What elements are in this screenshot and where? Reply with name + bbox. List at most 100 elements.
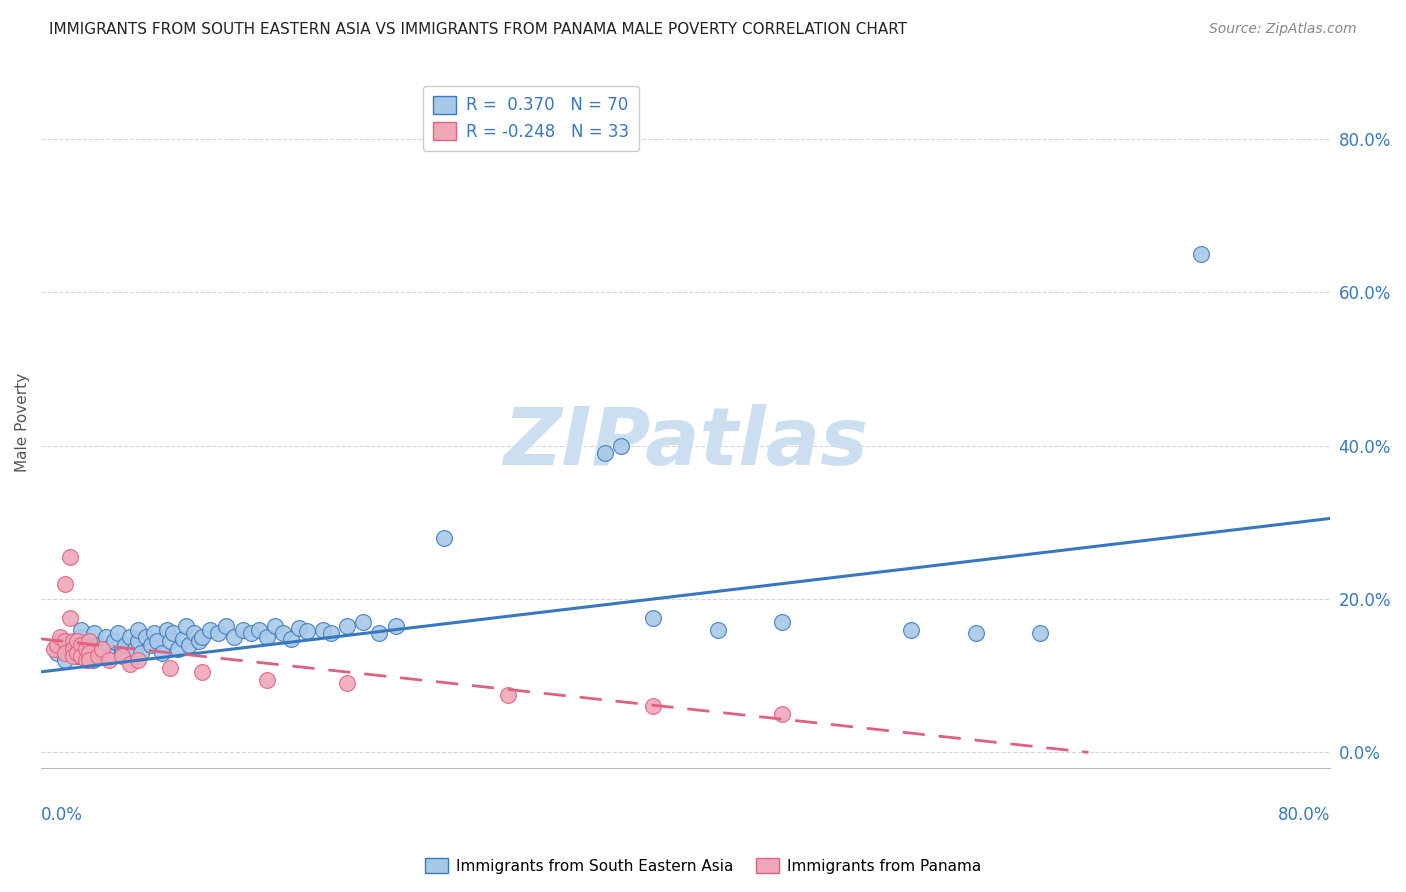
Point xyxy=(135,630,157,644)
Point xyxy=(256,630,278,644)
Point xyxy=(215,619,238,633)
Point xyxy=(62,634,84,648)
Point xyxy=(75,646,97,660)
Point xyxy=(59,641,82,656)
Point xyxy=(280,632,302,646)
Text: IMMIGRANTS FROM SOUTH EASTERN ASIA VS IMMIGRANTS FROM PANAMA MALE POVERTY CORREL: IMMIGRANTS FROM SOUTH EASTERN ASIA VS IM… xyxy=(49,22,907,37)
Point xyxy=(188,634,211,648)
Point xyxy=(118,630,141,644)
Point xyxy=(65,646,87,660)
Point xyxy=(593,446,616,460)
Point xyxy=(159,661,181,675)
Point xyxy=(111,646,134,660)
Point xyxy=(91,646,114,660)
Point xyxy=(498,688,520,702)
Point xyxy=(59,611,82,625)
Point xyxy=(231,623,253,637)
Y-axis label: Male Poverty: Male Poverty xyxy=(15,373,30,472)
Text: Source: ZipAtlas.com: Source: ZipAtlas.com xyxy=(1209,22,1357,37)
Point xyxy=(49,630,72,644)
Point xyxy=(770,706,793,721)
Point xyxy=(94,641,117,656)
Point xyxy=(42,641,65,656)
Point xyxy=(643,611,665,625)
Point xyxy=(124,641,146,656)
Point xyxy=(900,623,922,637)
Point xyxy=(79,634,101,648)
Point xyxy=(49,634,72,648)
Point xyxy=(1029,626,1052,640)
Text: 0.0%: 0.0% xyxy=(41,805,83,823)
Legend: R =  0.370   N = 70, R = -0.248   N = 33: R = 0.370 N = 70, R = -0.248 N = 33 xyxy=(423,86,640,151)
Point xyxy=(82,653,104,667)
Point xyxy=(167,641,190,656)
Point xyxy=(183,626,205,640)
Point xyxy=(770,615,793,629)
Point xyxy=(207,626,229,640)
Text: ZIPatlas: ZIPatlas xyxy=(503,404,868,483)
Point xyxy=(62,638,84,652)
Point xyxy=(83,626,105,640)
Point xyxy=(62,641,84,656)
Point xyxy=(79,653,101,667)
Point xyxy=(172,632,194,646)
Point xyxy=(239,626,262,640)
Point xyxy=(368,626,391,640)
Point xyxy=(336,619,359,633)
Point xyxy=(65,634,87,648)
Point xyxy=(65,649,87,664)
Point xyxy=(53,576,76,591)
Point xyxy=(129,646,152,660)
Point xyxy=(142,626,165,640)
Point xyxy=(118,657,141,672)
Point xyxy=(79,646,101,660)
Point xyxy=(159,634,181,648)
Point xyxy=(75,641,97,656)
Point xyxy=(1189,247,1212,261)
Point xyxy=(271,626,294,640)
Point xyxy=(162,626,184,640)
Point xyxy=(127,634,149,648)
Point xyxy=(336,676,359,690)
Point xyxy=(107,626,129,640)
Point xyxy=(53,634,76,648)
Point xyxy=(191,665,214,679)
Point xyxy=(139,638,162,652)
Point xyxy=(174,619,197,633)
Point xyxy=(321,626,343,640)
Point xyxy=(53,653,76,667)
Point xyxy=(200,623,222,637)
Point xyxy=(53,646,76,660)
Point xyxy=(707,623,730,637)
Point xyxy=(288,621,311,635)
Point xyxy=(103,634,125,648)
Point xyxy=(97,649,120,664)
Point xyxy=(295,624,318,639)
Point xyxy=(312,623,335,637)
Point xyxy=(247,623,270,637)
Point xyxy=(114,638,136,652)
Text: 80.0%: 80.0% xyxy=(1278,805,1330,823)
Point xyxy=(433,531,456,545)
Point xyxy=(384,619,406,633)
Point xyxy=(94,630,117,644)
Point xyxy=(59,549,82,564)
Point xyxy=(179,638,201,652)
Point xyxy=(70,638,93,652)
Point xyxy=(127,653,149,667)
Point xyxy=(965,626,987,640)
Point xyxy=(70,649,93,664)
Point xyxy=(643,699,665,714)
Point xyxy=(97,653,120,667)
Point xyxy=(75,653,97,667)
Point xyxy=(610,439,633,453)
Point xyxy=(256,673,278,687)
Point xyxy=(111,649,134,664)
Point xyxy=(191,630,214,644)
Point xyxy=(86,638,108,652)
Point xyxy=(224,630,246,644)
Point xyxy=(91,641,114,656)
Point xyxy=(156,623,179,637)
Legend: Immigrants from South Eastern Asia, Immigrants from Panama: Immigrants from South Eastern Asia, Immi… xyxy=(419,852,987,880)
Point xyxy=(86,649,108,664)
